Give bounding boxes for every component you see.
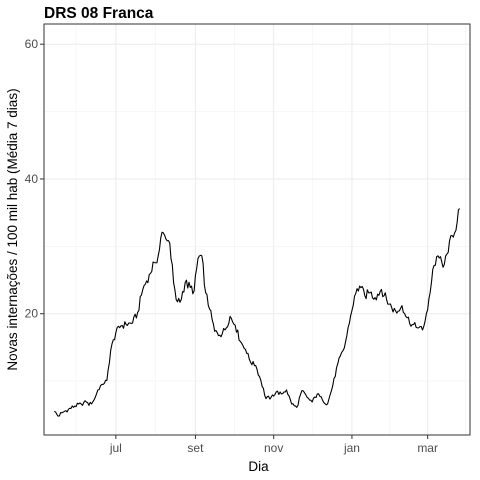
x-tick-label: jul — [109, 441, 122, 455]
y-tick-label: 60 — [25, 37, 39, 51]
y-tick-label: 20 — [25, 307, 39, 321]
y-tick-label: 40 — [25, 172, 39, 186]
series-layer — [54, 208, 461, 417]
x-tick-label: nov — [264, 441, 283, 455]
chart-title: DRS 08 Franca — [44, 5, 154, 22]
x-tick-label: set — [187, 441, 204, 455]
y-axis-title: Novas internações / 100 mil hab (Média 7… — [5, 88, 20, 370]
x-tick-label: jan — [343, 441, 360, 455]
plot-panel — [43, 23, 471, 436]
axes: jul set nov jan mar 20 40 60 — [25, 37, 438, 455]
grid — [44, 24, 470, 435]
series-line — [54, 208, 461, 417]
x-tick-label: mar — [417, 441, 438, 455]
x-axis-title: Dia — [248, 459, 269, 474]
